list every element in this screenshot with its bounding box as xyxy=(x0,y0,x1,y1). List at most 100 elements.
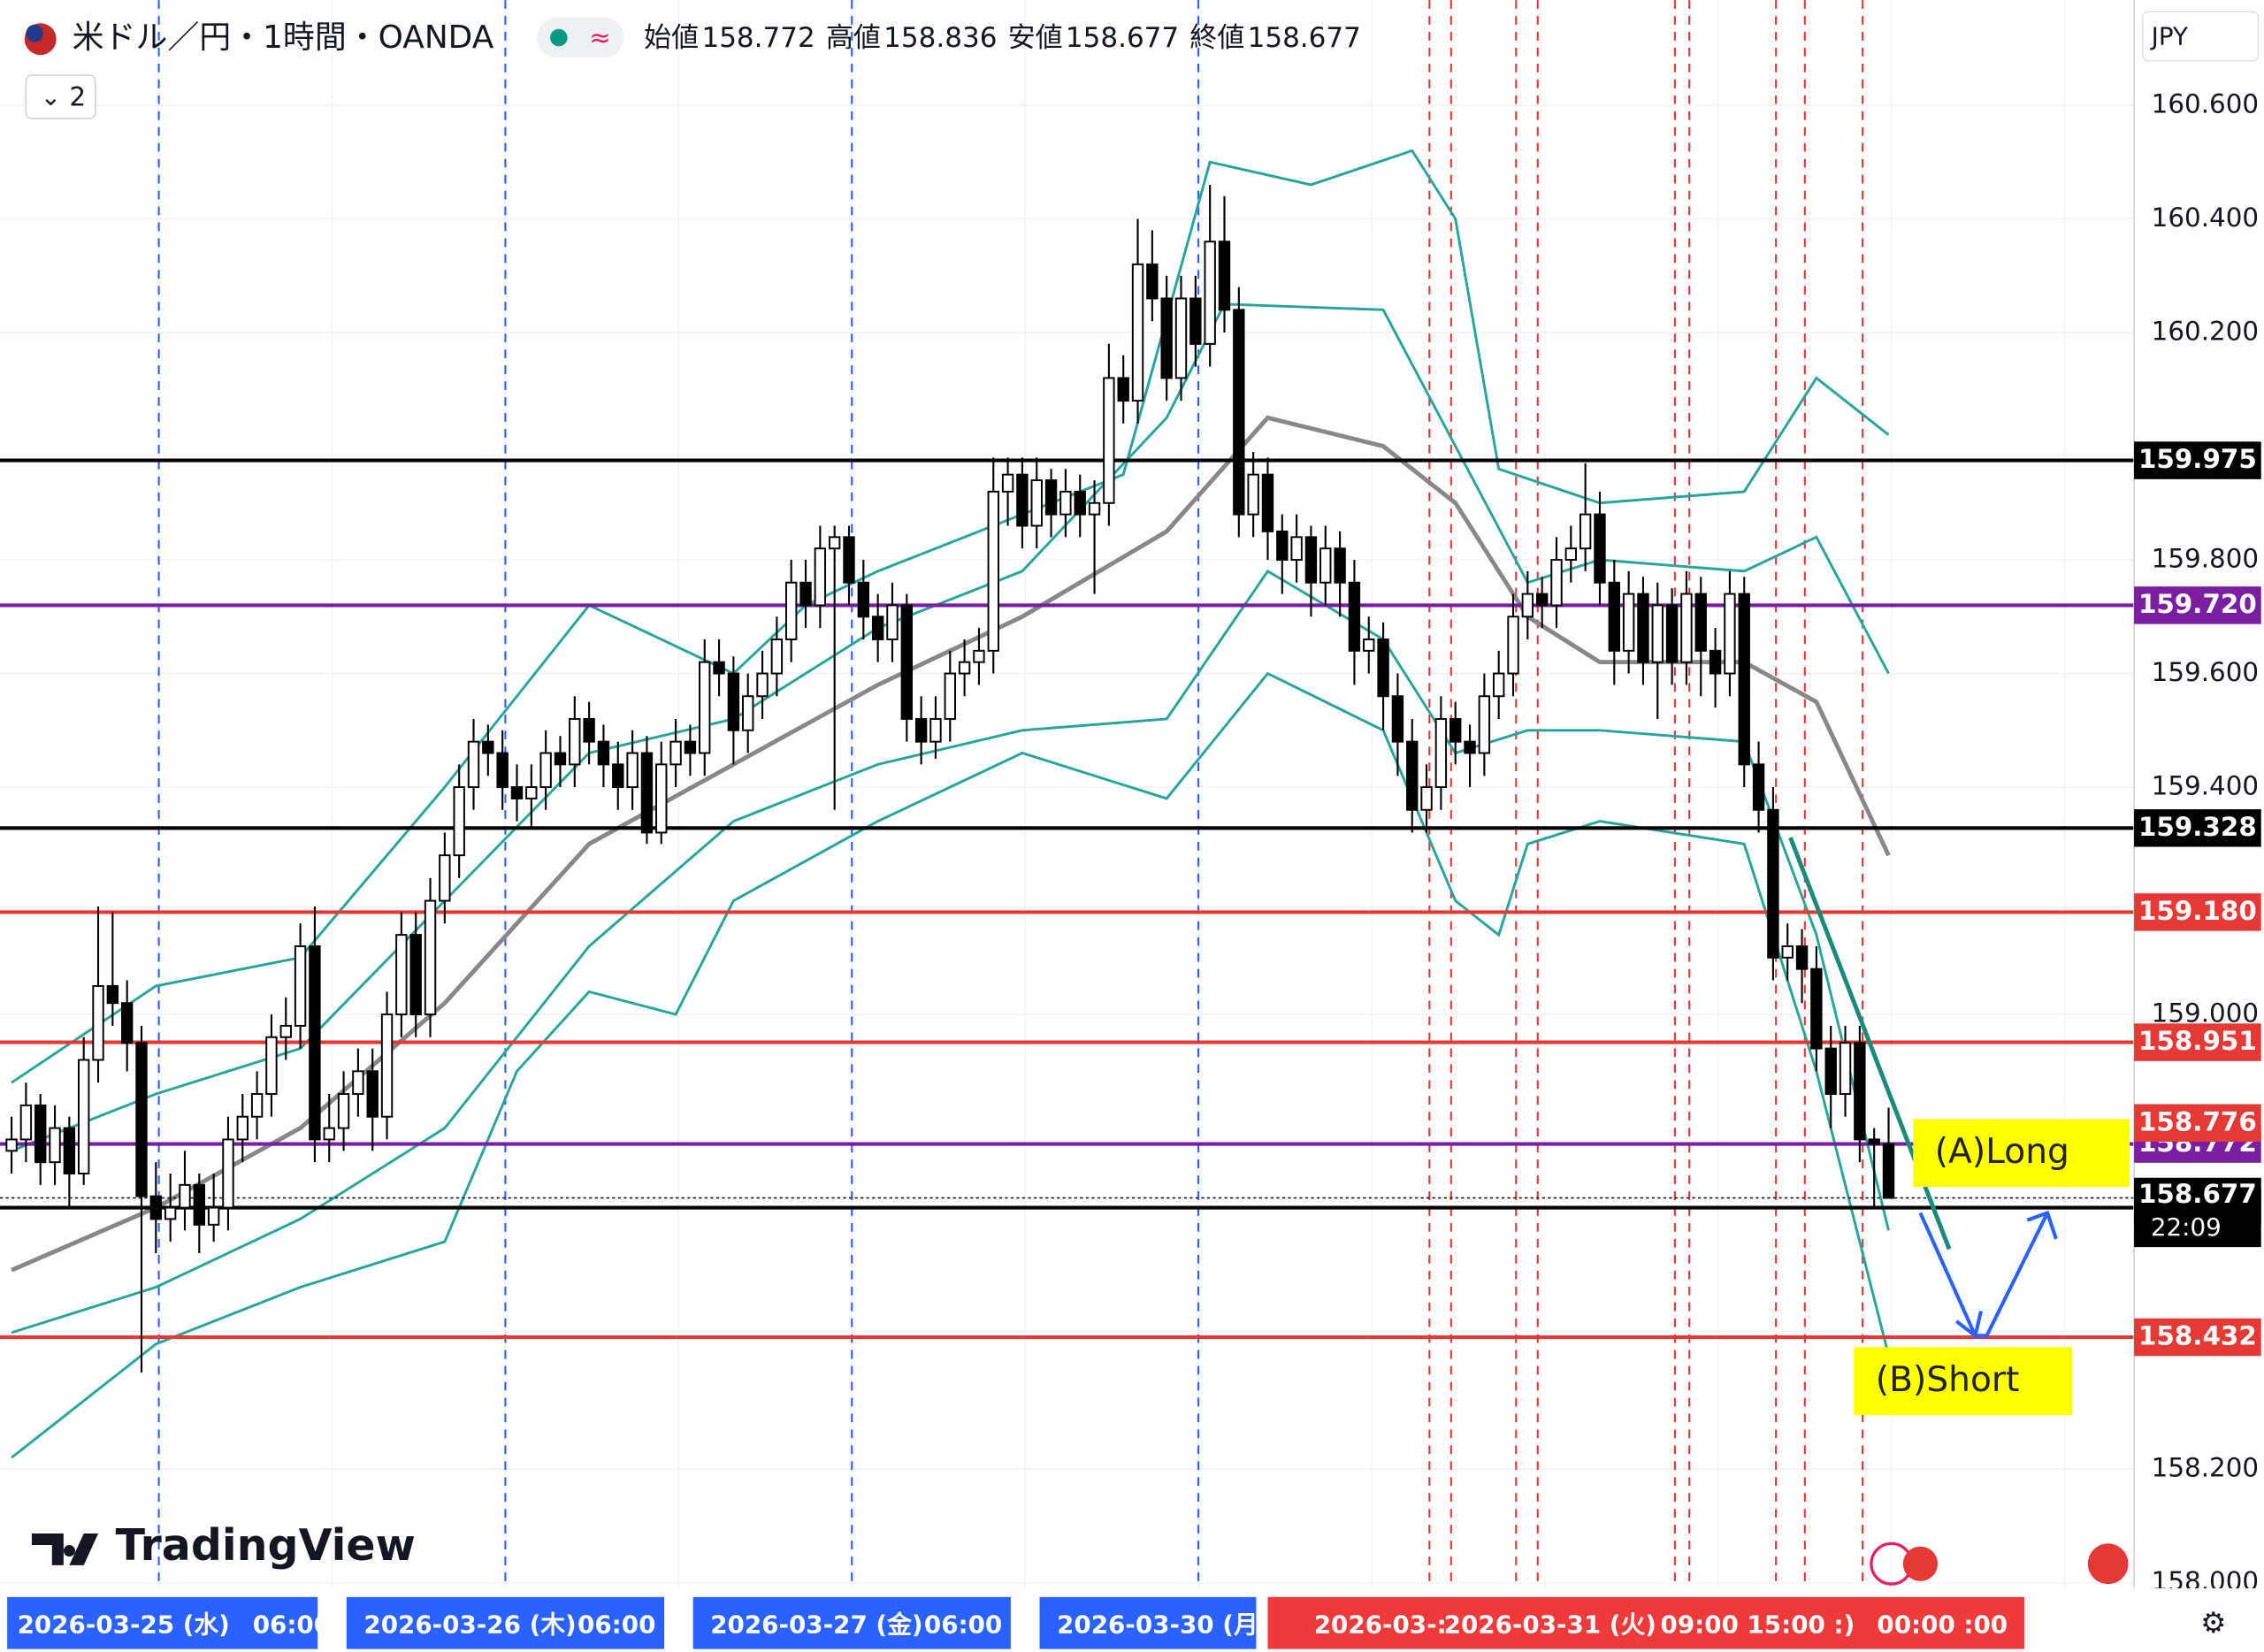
candle-body xyxy=(453,786,465,857)
candle-body xyxy=(1160,297,1173,379)
status-dot xyxy=(550,28,568,47)
x-tick-label: 2026-03-: xyxy=(1314,1610,1447,1639)
candle-body xyxy=(597,740,610,766)
candle-body xyxy=(1363,639,1375,652)
event-icon[interactable] xyxy=(1902,1546,1939,1581)
x-label-box xyxy=(1039,1596,1257,1649)
candle-body xyxy=(1319,547,1332,584)
candle-body xyxy=(1146,263,1159,300)
candle-body xyxy=(569,717,581,766)
x-tick-label: 06:00 xyxy=(577,1610,655,1639)
currency-select[interactable] xyxy=(2142,11,2260,62)
logo-mark xyxy=(31,1533,99,1565)
candle-body xyxy=(1651,604,1664,663)
candle-body xyxy=(1839,1042,1852,1096)
candle-body xyxy=(857,581,870,618)
candle-body xyxy=(742,695,754,731)
settings-icon[interactable]: ⚙ xyxy=(2200,1606,2226,1640)
candle-body xyxy=(1854,1042,1866,1141)
candle-body xyxy=(352,1070,364,1096)
candle-body xyxy=(380,1013,394,1118)
candle-body xyxy=(1665,604,1679,663)
last-price-label: 158.677 xyxy=(2138,1179,2257,1209)
x-tick-label: 06:00 xyxy=(253,1610,331,1639)
arrow-head xyxy=(1955,1311,1983,1339)
candle-body xyxy=(1420,786,1433,811)
level-badge xyxy=(2134,809,2261,847)
candle-body xyxy=(713,661,725,675)
flag-icon xyxy=(26,24,43,42)
candle-body xyxy=(1016,473,1029,527)
candle-body xyxy=(699,661,711,754)
x-label-box xyxy=(7,1596,318,1649)
marker-label: 158.776 xyxy=(2138,1106,2257,1136)
candle-body xyxy=(1493,672,1505,698)
status-icon: ≈ xyxy=(589,23,611,53)
candle-body xyxy=(1377,639,1389,698)
candle-body xyxy=(944,672,956,720)
candle-body xyxy=(1535,593,1549,607)
candle-body xyxy=(467,740,480,789)
ohlc-label: 高値 xyxy=(826,22,881,54)
candle-body xyxy=(900,604,913,720)
x-labels: 2026-03-25 (水) 06:00 2026-03-26 (木) 06:00 20… xyxy=(7,1596,2024,1649)
candle-body xyxy=(1564,547,1578,562)
candle-body xyxy=(684,740,697,754)
ohlc-values: 始値 158.772 高値 158.836 安値 158.677 終値 158.677 xyxy=(644,22,1361,54)
candle-body xyxy=(828,536,841,550)
candle-body xyxy=(164,1206,177,1220)
ohlc-value: 158.836 xyxy=(883,22,997,54)
x-tick-label: 15:00 xyxy=(1748,1610,1825,1639)
candle-body xyxy=(250,1093,264,1118)
candle-body xyxy=(1868,1138,1880,1145)
y-tick-label: 160.200 xyxy=(2152,317,2259,347)
candle-body xyxy=(554,752,567,766)
candles xyxy=(5,184,1895,1373)
candle-body xyxy=(1882,1143,1895,1199)
level-label: 159.180 xyxy=(2138,896,2257,926)
collapse-button[interactable] xyxy=(25,74,96,119)
candle-body xyxy=(1478,695,1491,754)
candle-body xyxy=(409,934,422,1016)
level-badge xyxy=(2134,1023,2261,1061)
level-label: 159.720 xyxy=(2138,589,2257,619)
candle-body xyxy=(1507,616,1519,675)
candle-body xyxy=(1088,501,1101,516)
candle-body xyxy=(958,661,971,675)
candle-body xyxy=(120,1002,134,1044)
candle-body xyxy=(1290,536,1303,562)
level-badge xyxy=(2134,586,2261,624)
candle-body xyxy=(612,763,624,789)
y-ticks: 160.600 160.400 160.200 159.800 159.600 159.4… xyxy=(2152,88,2259,1596)
x-tick-label: 2026-03-27 (金) xyxy=(710,1610,922,1639)
candle-body xyxy=(1131,263,1144,402)
x-tick-label: 00:00 xyxy=(1877,1610,1954,1639)
candle-body xyxy=(34,1104,47,1164)
watermark: TradingView xyxy=(116,1520,416,1571)
candle-body xyxy=(626,752,639,789)
candle-body xyxy=(1550,559,1563,607)
level-label: 159.975 xyxy=(2138,444,2257,474)
candle-body xyxy=(756,672,769,698)
event-icon[interactable] xyxy=(2087,1543,2129,1585)
candle-body xyxy=(222,1138,234,1209)
candle-body xyxy=(1752,763,1765,811)
candle-body xyxy=(843,536,855,584)
x-tick-label: 2026-03-25 (水) xyxy=(18,1610,230,1639)
annotation: (A)Long xyxy=(1935,1132,2069,1172)
candle-body xyxy=(1449,717,1462,743)
y-tick-label: 159.400 xyxy=(2152,771,2259,801)
candle-body xyxy=(49,1127,61,1164)
candle-body xyxy=(424,899,437,1016)
status-badge xyxy=(537,17,624,58)
candle-body xyxy=(279,1024,292,1038)
symbol-title: 米ドル／円・1時間・OANDA xyxy=(73,19,494,56)
candle-body xyxy=(799,581,812,607)
ohlc-label: 安値 xyxy=(1008,22,1063,54)
candle-body xyxy=(1608,581,1620,652)
ohlc-label: 終値 xyxy=(1189,22,1244,54)
last-price-badge xyxy=(2134,1177,2261,1248)
x-tick-label: :00 xyxy=(1963,1610,2008,1639)
